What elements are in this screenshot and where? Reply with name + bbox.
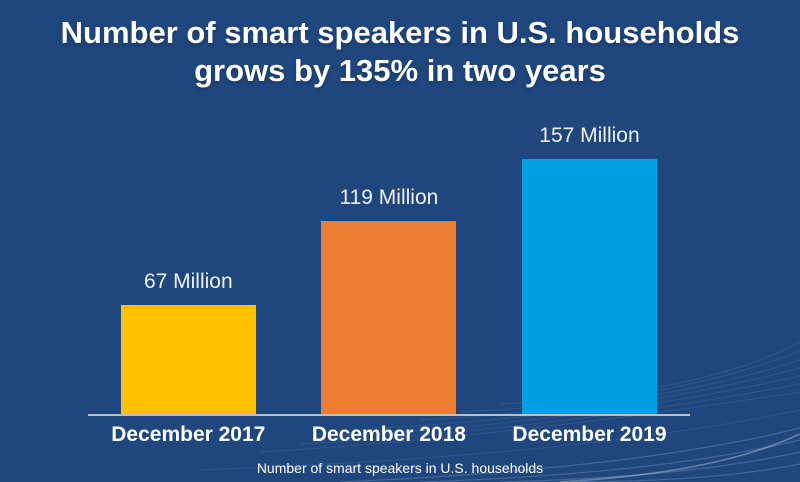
bar-december-2018 — [321, 221, 457, 414]
plot-area: 67 Million 119 Million 157 Million — [88, 0, 690, 416]
chart-title-line1: Number of smart speakers in U.S. househo… — [60, 15, 740, 50]
chart-title: Number of smart speakers in U.S. househo… — [0, 14, 800, 90]
bar-december-2017 — [120, 305, 256, 414]
x-axis-line — [88, 414, 690, 416]
chart-title-line2: grows by 135% in two years — [194, 53, 606, 88]
bar-december-2019 — [521, 159, 657, 414]
bar-value-label: 157 Million — [539, 124, 640, 147]
category-label-december-2017: December 2017 — [111, 423, 266, 446]
bars-row: 67 Million 119 Million 157 Million — [88, 125, 690, 414]
category-label-december-2018: December 2018 — [311, 423, 466, 446]
category-labels-row: December 2017 December 2018 December 201… — [88, 424, 690, 445]
bar-group-december-2018: 119 Million — [289, 125, 490, 414]
bar-value-label: 119 Million — [339, 186, 439, 209]
bar-group-december-2017: 67 Million — [88, 125, 289, 414]
bar-value-label: 67 Million — [143, 270, 233, 293]
category-label-december-2019: December 2019 — [512, 423, 667, 446]
chart-caption: Number of smart speakers in U.S. househo… — [256, 460, 544, 476]
bar-group-december-2019: 157 Million — [489, 125, 690, 414]
